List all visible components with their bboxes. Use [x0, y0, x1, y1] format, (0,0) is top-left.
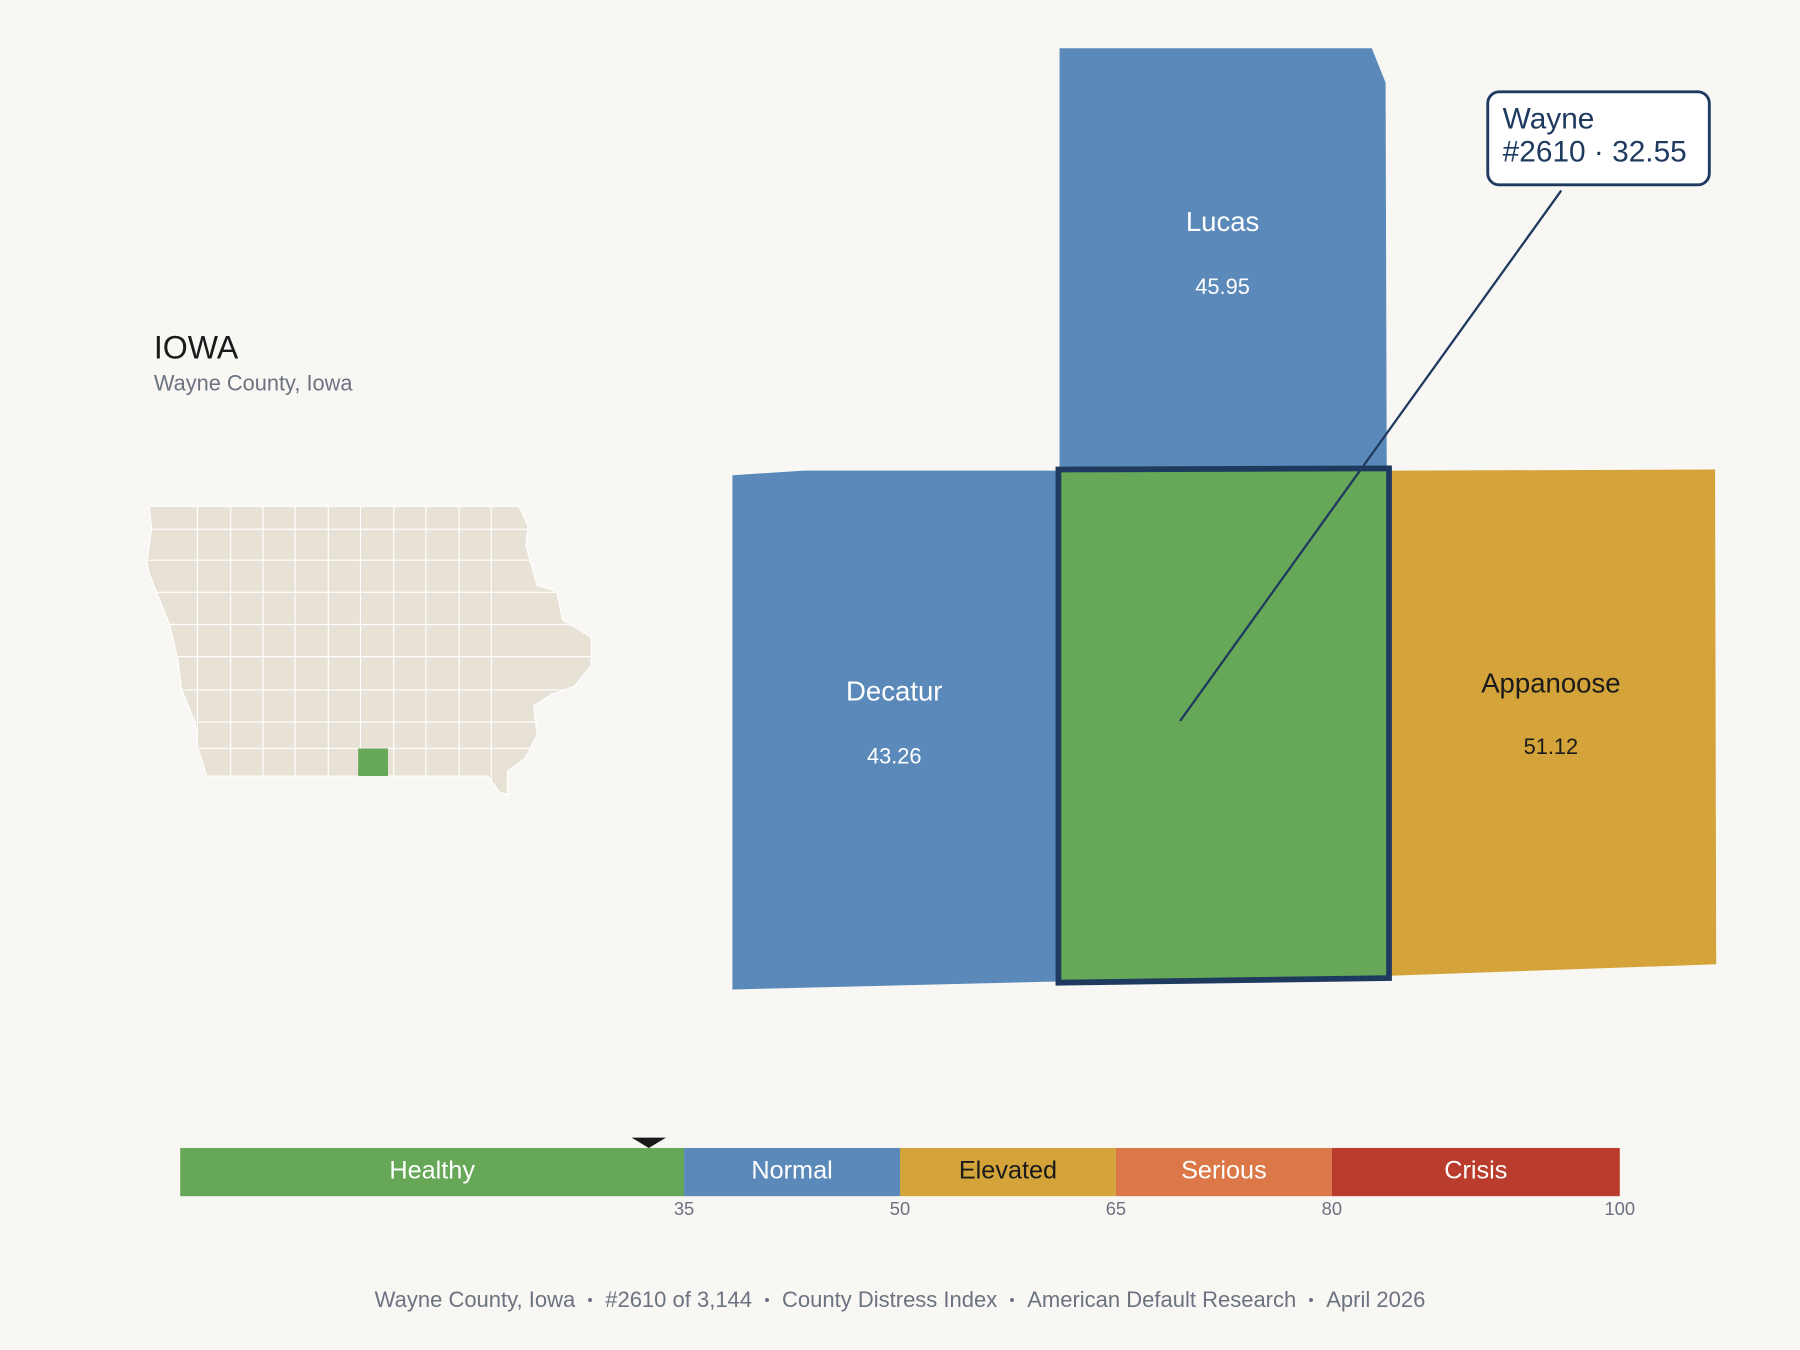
scale-band [900, 1147, 1116, 1197]
county-shape [1059, 48, 1387, 471]
footer-item: Wayne County, Iowa [374, 1287, 576, 1312]
separator [588, 1298, 593, 1302]
scale-band-label: Normal [751, 1157, 832, 1185]
state-title: IOWA [154, 330, 239, 366]
county-shape [732, 470, 1058, 990]
footer-item: #2610 of 3,144 [605, 1287, 753, 1312]
footer-item: American Default Research [1027, 1287, 1297, 1312]
state-minimap [146, 505, 592, 796]
county-value: 45.95 [1195, 274, 1250, 299]
callout-leader [1179, 189, 1563, 722]
separator [1010, 1298, 1015, 1302]
scale-band [180, 1147, 685, 1197]
scale-marker [631, 1137, 667, 1148]
scale-tick-label: 100 [1604, 1198, 1635, 1219]
footer: Wayne County, Iowa #2610 of 3,144 County D… [0, 1284, 1800, 1316]
scale-band-label: Elevated [959, 1157, 1057, 1185]
footer-item: County Distress Index [782, 1287, 998, 1312]
scale-tick-label: 80 [1322, 1198, 1342, 1219]
scale-band [1115, 1147, 1332, 1197]
footer-item: April 2026 [1326, 1287, 1426, 1312]
scale-tick-label: 35 [674, 1198, 694, 1219]
scale-band [1331, 1147, 1620, 1197]
county-name: Lucas [1186, 206, 1260, 237]
scale-band-label: Healthy [389, 1157, 475, 1185]
callout-box [1486, 90, 1711, 187]
county-value: 51.12 [1524, 734, 1579, 759]
focus-county-mini [358, 748, 389, 777]
county-value: 43.26 [867, 743, 922, 768]
scale-band-label: Crisis [1444, 1157, 1507, 1185]
callout-detail: #2610 · 32.55 [1503, 136, 1687, 169]
separator [765, 1298, 770, 1302]
county-name: Decatur [846, 676, 942, 707]
scale-tick-label: 50 [890, 1198, 910, 1219]
focus-county [1055, 465, 1392, 986]
separator [1309, 1298, 1314, 1302]
scale-tick-label: 65 [1106, 1198, 1126, 1219]
county-shape [1390, 469, 1717, 976]
scale-band-label: Serious [1181, 1157, 1267, 1185]
callout-name: Wayne [1503, 102, 1595, 135]
county-name: Appanoose [1481, 668, 1620, 699]
subtitle: Wayne County, Iowa [154, 370, 354, 395]
scale-band [684, 1147, 900, 1197]
